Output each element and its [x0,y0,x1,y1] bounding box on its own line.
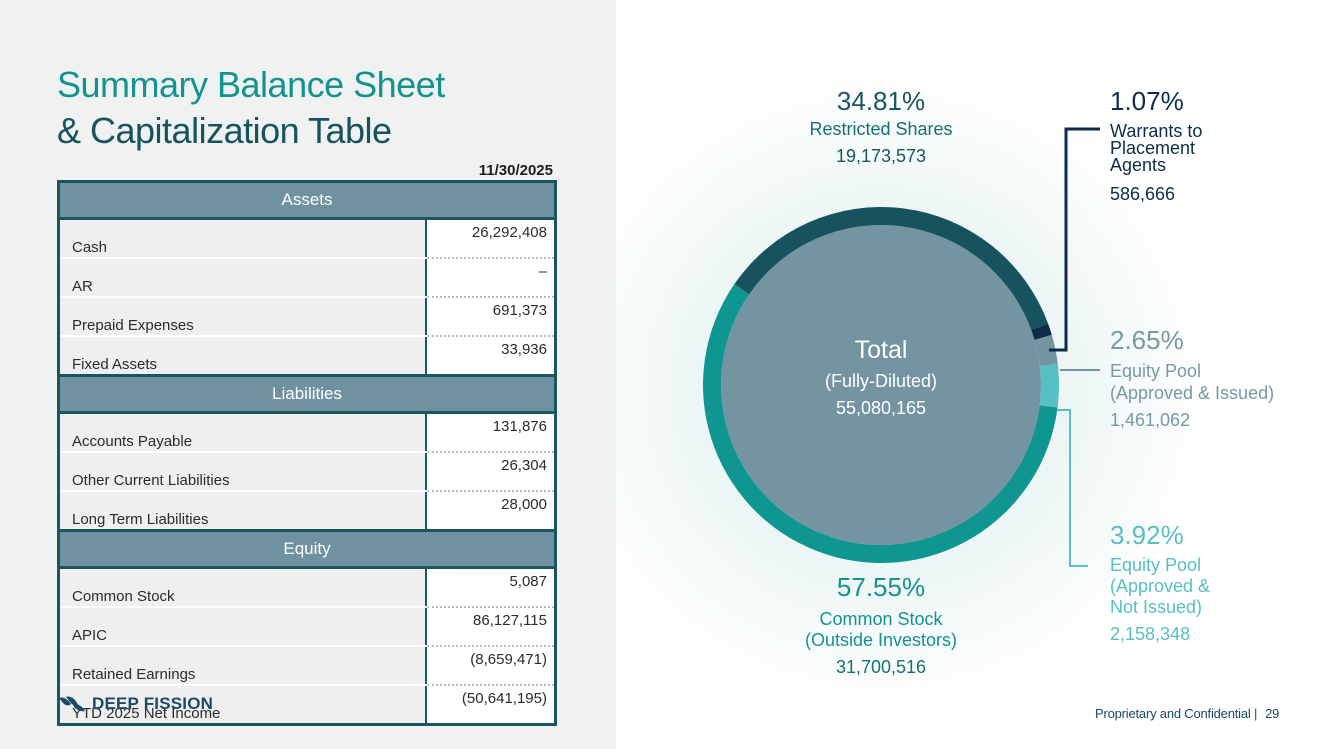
equity-pool-issued-name-line: (Approved & Issued) [1110,383,1275,403]
section-header-row: Assets [58,180,556,220]
warrants-name-line: Warrants to [1110,121,1203,141]
label-equity-pool-not-issued: 3.92% Equity Pool (Approved & Not Issued… [1110,520,1330,645]
company-logo: DEEP FISSION [58,694,213,714]
row-label: Fixed Assets [58,336,427,377]
table-row: YTD 2025 Net Income (50,641,195) [58,685,556,726]
title-line-1: Summary Balance Sheet [57,64,445,105]
restricted-shares-value: 19,173,573 [835,146,927,166]
equity-pool-not-issued-name-line: (Approved & [1110,576,1211,596]
leader-line-warrants [1049,127,1100,352]
balance-sheet-date: 11/30/2025 [478,162,553,179]
center-total: 55,080,165 [835,398,927,418]
equity-pool-not-issued-name-line: Equity Pool [1110,555,1202,575]
row-value: 28,000 [426,491,556,531]
row-value: (8,659,471) [426,646,556,686]
label-warrants: 1.07% Warrants to Placement Agents 586,6… [1110,86,1320,205]
warrants-name-line: Placement [1110,138,1196,158]
row-label: APIC [58,607,427,647]
warrants-value: 586,666 [1110,184,1176,204]
row-value: 86,127,115 [426,607,556,647]
common-stock-name: Common Stock (Outside Investors) [771,609,991,651]
row-label: Cash [58,218,427,259]
row-label: Other Current Liabilities [58,452,427,492]
row-label: Common Stock [58,567,427,608]
row-value: (50,641,195) [426,685,556,725]
donut-slice-equity-pool-approved-issued [1034,334,1058,367]
row-value: 691,373 [426,297,556,337]
table-row: Prepaid Expenses 691,373 [58,297,556,337]
equity-pool-issued-name-line: Equity Pool [1110,361,1202,381]
label-equity-pool-issued: 2.65% Equity Pool (Approved & Issued) 1,… [1110,325,1330,431]
title-line-2: & Capitalization Table [57,110,392,151]
table-row: APIC 86,127,115 [58,607,556,647]
common-stock-pct: 57.55% [836,572,926,602]
equity-pool-issued-pct: 2.65% [1110,325,1184,355]
section-header-row: Equity [58,529,556,569]
table-row: Fixed Assets 33,936 [58,336,556,377]
row-label: Accounts Payable [58,412,427,453]
table-row: Long Term Liabilities 28,000 [58,491,556,532]
donut-center-label: Total (Fully-Diluted) 55,080,165 [771,336,991,419]
donut-slice-common-stock-outside-investors [703,284,1058,563]
row-label: Prepaid Expenses [58,297,427,337]
warrants-name-line: Agents [1110,155,1167,175]
equity-pool-not-issued-name-line: Not Issued) [1110,597,1203,617]
equity-pool-issued-name: Equity Pool (Approved & Issued) [1110,360,1330,404]
table-row: AR – [58,258,556,298]
section-header-row: Liabilities [58,374,556,414]
donut-inner-fill [721,225,1041,545]
equity-pool-issued-value: 1,461,062 [1110,410,1191,430]
page-title: Summary Balance Sheet & Capitalization T… [57,62,445,154]
label-restricted-shares: 34.81% Restricted Shares 19,173,573 [771,86,991,167]
equity-pool-not-issued-name: Equity Pool (Approved & Not Issued) [1110,555,1330,618]
logo-text: DEEP FISSION [92,694,214,713]
common-stock-name-line: (Outside Investors) [804,630,958,650]
table-row: Retained Earnings (8,659,471) [58,646,556,686]
section-header: Equity [58,529,556,569]
deep-fission-logo-icon [59,696,85,712]
leader-line-equity-pool-not-issued [1057,409,1088,567]
row-value: 131,876 [426,412,556,453]
footer: Proprietary and Confidential | 29 [1095,706,1279,721]
footer-text: Proprietary and Confidential | [1095,706,1258,721]
center-subtitle: (Fully-Diluted) [824,371,938,391]
donut-slice-warrants-to-placement-agents [1031,323,1052,340]
row-value: 5,087 [426,567,556,608]
table-row: Other Current Liabilities 26,304 [58,452,556,492]
row-label: Retained Earnings [58,646,427,686]
restricted-shares-pct: 34.81% [836,86,926,116]
table-row: Common Stock 5,087 [58,567,556,608]
warrants-name: Warrants to Placement Agents [1110,121,1320,175]
table-row: Cash 26,292,408 [58,218,556,259]
common-stock-name-line: Common Stock [819,609,943,629]
donut-slice-restricted-shares [734,206,1049,330]
row-value: 26,304 [426,452,556,492]
section-header: Liabilities [58,374,556,414]
table-row: Accounts Payable 131,876 [58,412,556,453]
row-label: Long Term Liabilities [58,491,427,532]
page-number: 29 [1265,706,1280,721]
section-header: Assets [58,180,556,220]
row-value: 33,936 [426,336,556,376]
label-common-stock: 57.55% Common Stock (Outside Investors) … [771,572,991,678]
donut-slice-equity-pool-approved-not-issued [1039,363,1060,408]
row-value: – [426,258,556,298]
warrants-pct: 1.07% [1110,86,1184,116]
common-stock-value: 31,700,516 [835,657,927,677]
row-value: 26,292,408 [426,218,556,259]
row-label: YTD 2025 Net Income [58,685,427,726]
restricted-shares-name: Restricted Shares [809,119,953,139]
row-label: AR [58,258,427,298]
balance-sheet-table: Assets Cash 26,292,408 AR – Prepaid Expenses 6… [57,180,557,726]
equity-pool-not-issued-value: 2,158,348 [1110,624,1191,644]
equity-pool-not-issued-pct: 3.92% [1110,520,1184,550]
center-title: Total [854,336,908,364]
